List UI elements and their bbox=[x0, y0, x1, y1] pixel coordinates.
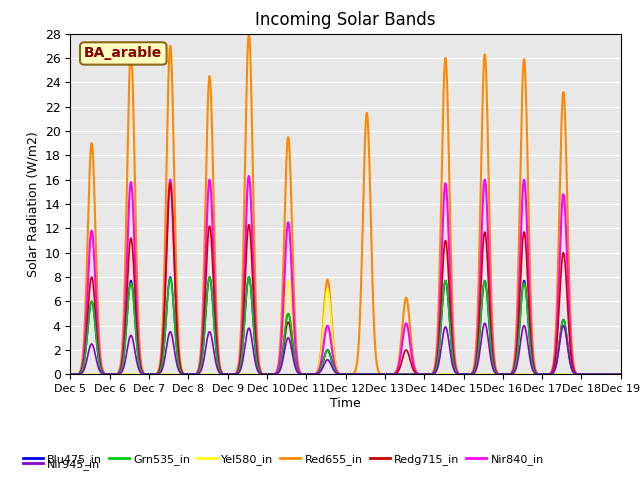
Grn535_in bbox=[509, 370, 516, 376]
Nir945_in bbox=[353, 372, 360, 377]
Legend: Blu475_in, Grn535_in, Yel580_in, Red655_in, Redg715_in, Nir840_in: Blu475_in, Grn535_in, Yel580_in, Red655_… bbox=[19, 450, 548, 469]
Line: Redg715_in: Redg715_in bbox=[70, 183, 621, 374]
Nir945_in bbox=[259, 372, 266, 377]
Grn535_in bbox=[178, 370, 186, 376]
Yel580_in bbox=[353, 372, 360, 377]
Blu475_in bbox=[246, 280, 254, 286]
Title: Incoming Solar Bands: Incoming Solar Bands bbox=[255, 11, 436, 29]
Line: Nir945_in: Nir945_in bbox=[70, 324, 621, 374]
Nir840_in bbox=[259, 372, 266, 377]
Red655_in bbox=[617, 372, 625, 377]
Grn535_in bbox=[67, 372, 74, 377]
Nir840_in bbox=[246, 186, 254, 192]
Yel580_in bbox=[316, 360, 323, 366]
Nir840_in bbox=[67, 372, 74, 377]
Text: BA_arable: BA_arable bbox=[84, 47, 163, 60]
Blu475_in bbox=[353, 372, 360, 377]
X-axis label: Time: Time bbox=[330, 397, 361, 410]
Yel580_in bbox=[259, 372, 266, 377]
Grn535_in bbox=[206, 274, 214, 280]
Redg715_in bbox=[353, 372, 360, 377]
Redg715_in bbox=[178, 370, 186, 375]
Y-axis label: Solar Radiation (W/m2): Solar Radiation (W/m2) bbox=[26, 131, 39, 277]
Nir945_in bbox=[509, 371, 516, 376]
Nir840_in bbox=[509, 368, 516, 374]
Line: Blu475_in: Blu475_in bbox=[70, 277, 621, 374]
Nir945_in bbox=[178, 371, 186, 377]
Red655_in bbox=[259, 372, 266, 377]
Nir840_in bbox=[316, 365, 323, 371]
Red655_in bbox=[316, 359, 323, 364]
Yel580_in bbox=[178, 372, 186, 377]
Red655_in bbox=[245, 31, 253, 36]
Line: Nir840_in: Nir840_in bbox=[70, 176, 621, 374]
Redg715_in bbox=[166, 180, 174, 186]
Red655_in bbox=[353, 363, 360, 369]
Red655_in bbox=[509, 366, 516, 372]
Line: Yel580_in: Yel580_in bbox=[70, 281, 621, 374]
Grn535_in bbox=[617, 372, 625, 377]
Blu475_in bbox=[166, 274, 174, 280]
Grn535_in bbox=[259, 372, 266, 377]
Yel580_in bbox=[509, 372, 516, 377]
Nir840_in bbox=[245, 173, 253, 179]
Redg715_in bbox=[246, 231, 254, 237]
Line: Grn535_in: Grn535_in bbox=[70, 277, 621, 374]
Redg715_in bbox=[259, 372, 266, 377]
Grn535_in bbox=[316, 368, 323, 374]
Redg715_in bbox=[509, 369, 516, 375]
Blu475_in bbox=[316, 368, 323, 374]
Yel580_in bbox=[67, 372, 74, 377]
Nir945_in bbox=[316, 370, 323, 375]
Line: Red655_in: Red655_in bbox=[70, 34, 621, 374]
Yel580_in bbox=[617, 372, 625, 377]
Nir840_in bbox=[353, 372, 360, 377]
Nir840_in bbox=[178, 369, 186, 375]
Blu475_in bbox=[617, 372, 625, 377]
Blu475_in bbox=[178, 371, 186, 376]
Yel580_in bbox=[246, 372, 254, 377]
Grn535_in bbox=[353, 372, 360, 377]
Red655_in bbox=[246, 52, 254, 58]
Nir945_in bbox=[481, 321, 489, 326]
Red655_in bbox=[178, 367, 186, 373]
Nir840_in bbox=[617, 372, 625, 377]
Nir945_in bbox=[617, 372, 625, 377]
Blu475_in bbox=[259, 372, 266, 377]
Blu475_in bbox=[509, 370, 516, 375]
Redg715_in bbox=[316, 368, 323, 374]
Redg715_in bbox=[67, 372, 74, 377]
Nir945_in bbox=[67, 372, 74, 377]
Blu475_in bbox=[67, 372, 74, 377]
Red655_in bbox=[67, 372, 74, 377]
Nir945_in bbox=[246, 327, 254, 333]
Redg715_in bbox=[617, 372, 625, 377]
Yel580_in bbox=[284, 278, 292, 284]
Legend: Nir945_in: Nir945_in bbox=[19, 455, 105, 474]
Grn535_in bbox=[246, 280, 254, 286]
